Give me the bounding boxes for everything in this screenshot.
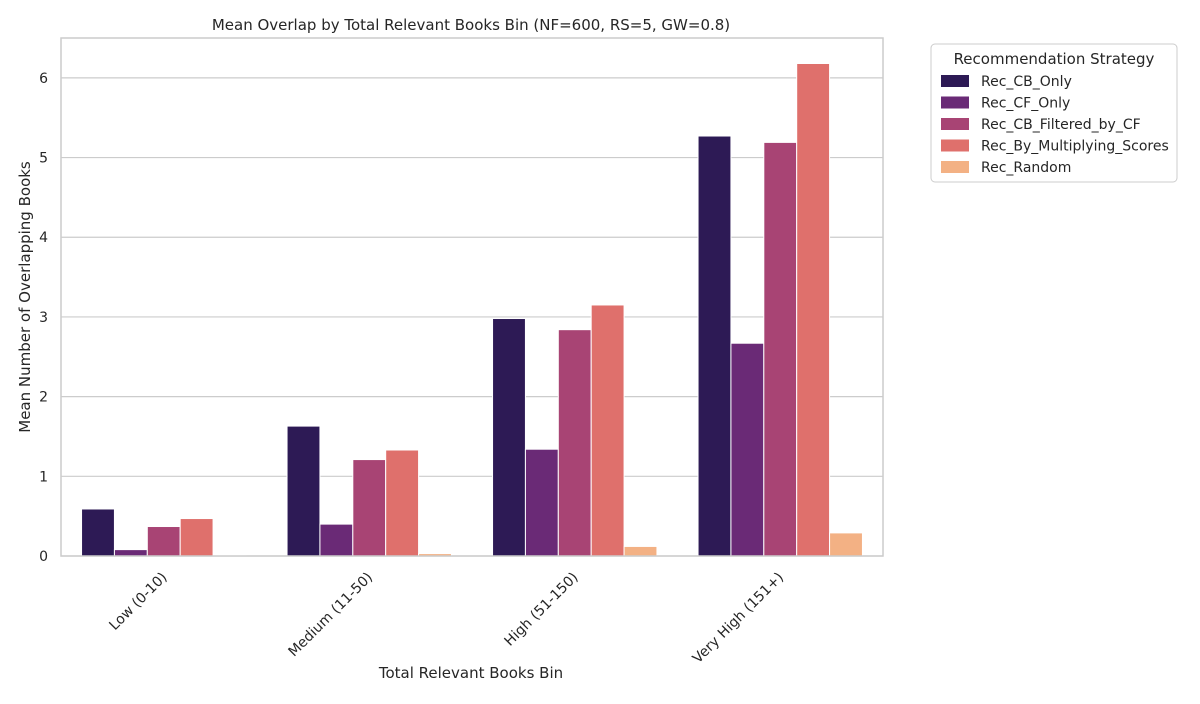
legend-swatch [941,140,969,152]
y-tick-label: 2 [39,390,48,406]
legend-label: Rec_CB_Filtered_by_CF [981,117,1141,133]
legend-label: Rec_CB_Only [981,74,1072,90]
legend-title: Recommendation Strategy [954,50,1155,68]
y-tick-label: 1 [39,469,48,485]
y-tick-label: 0 [39,549,48,565]
bar-rec-cf-only-3 [731,343,764,556]
y-axis-label: Mean Number of Overlapping Books [16,161,34,433]
legend-swatch [941,97,969,109]
bar-rec-cb-only-0 [82,509,115,556]
bar-rec-by-multiplying-scores-3 [797,64,830,556]
legend-swatch [941,161,969,173]
bar-rec-random-3 [830,533,863,556]
y-tick-label: 3 [39,310,48,326]
bar-rec-cb-filtered-by-cf-3 [764,142,797,556]
bar-rec-cf-only-1 [320,524,353,556]
y-tick-label: 5 [39,151,48,167]
legend-label: Rec_By_Multiplying_Scores [981,139,1169,155]
bars-layer [82,64,863,556]
x-tick-label: Low (0-10) [106,570,170,634]
x-tick-label: Very High (151+) [690,570,787,667]
bar-rec-cb-filtered-by-cf-0 [147,527,180,556]
x-tick-label: Medium (11-50) [286,570,377,661]
legend: Recommendation Strategy Rec_CB_Only Rec_C… [931,44,1177,182]
bar-rec-cb-only-3 [698,136,731,556]
bar-rec-by-multiplying-scores-2 [591,305,624,556]
bar-rec-cf-only-0 [114,550,147,556]
bar-rec-by-multiplying-scores-0 [180,519,213,556]
bar-rec-random-2 [624,546,657,556]
bar-rec-cb-only-1 [287,426,320,556]
legend-swatch [941,118,969,130]
bar-rec-by-multiplying-scores-1 [386,450,419,556]
bar-rec-cb-filtered-by-cf-1 [353,460,386,556]
legend-label: Rec_Random [981,160,1071,176]
bar-rec-cb-only-2 [493,319,526,556]
x-axis-label: Total Relevant Books Bin [378,664,563,682]
legend-label: Rec_CF_Only [981,96,1070,112]
bar-rec-cb-filtered-by-cf-2 [558,330,591,556]
bar-rec-cf-only-2 [525,449,558,556]
x-tick-label: High (51-150) [502,570,582,650]
y-tick-label: 6 [39,71,48,87]
legend-swatch [941,75,969,87]
chart-title: Mean Overlap by Total Relevant Books Bin… [212,16,730,34]
y-tick-label: 4 [39,230,48,246]
